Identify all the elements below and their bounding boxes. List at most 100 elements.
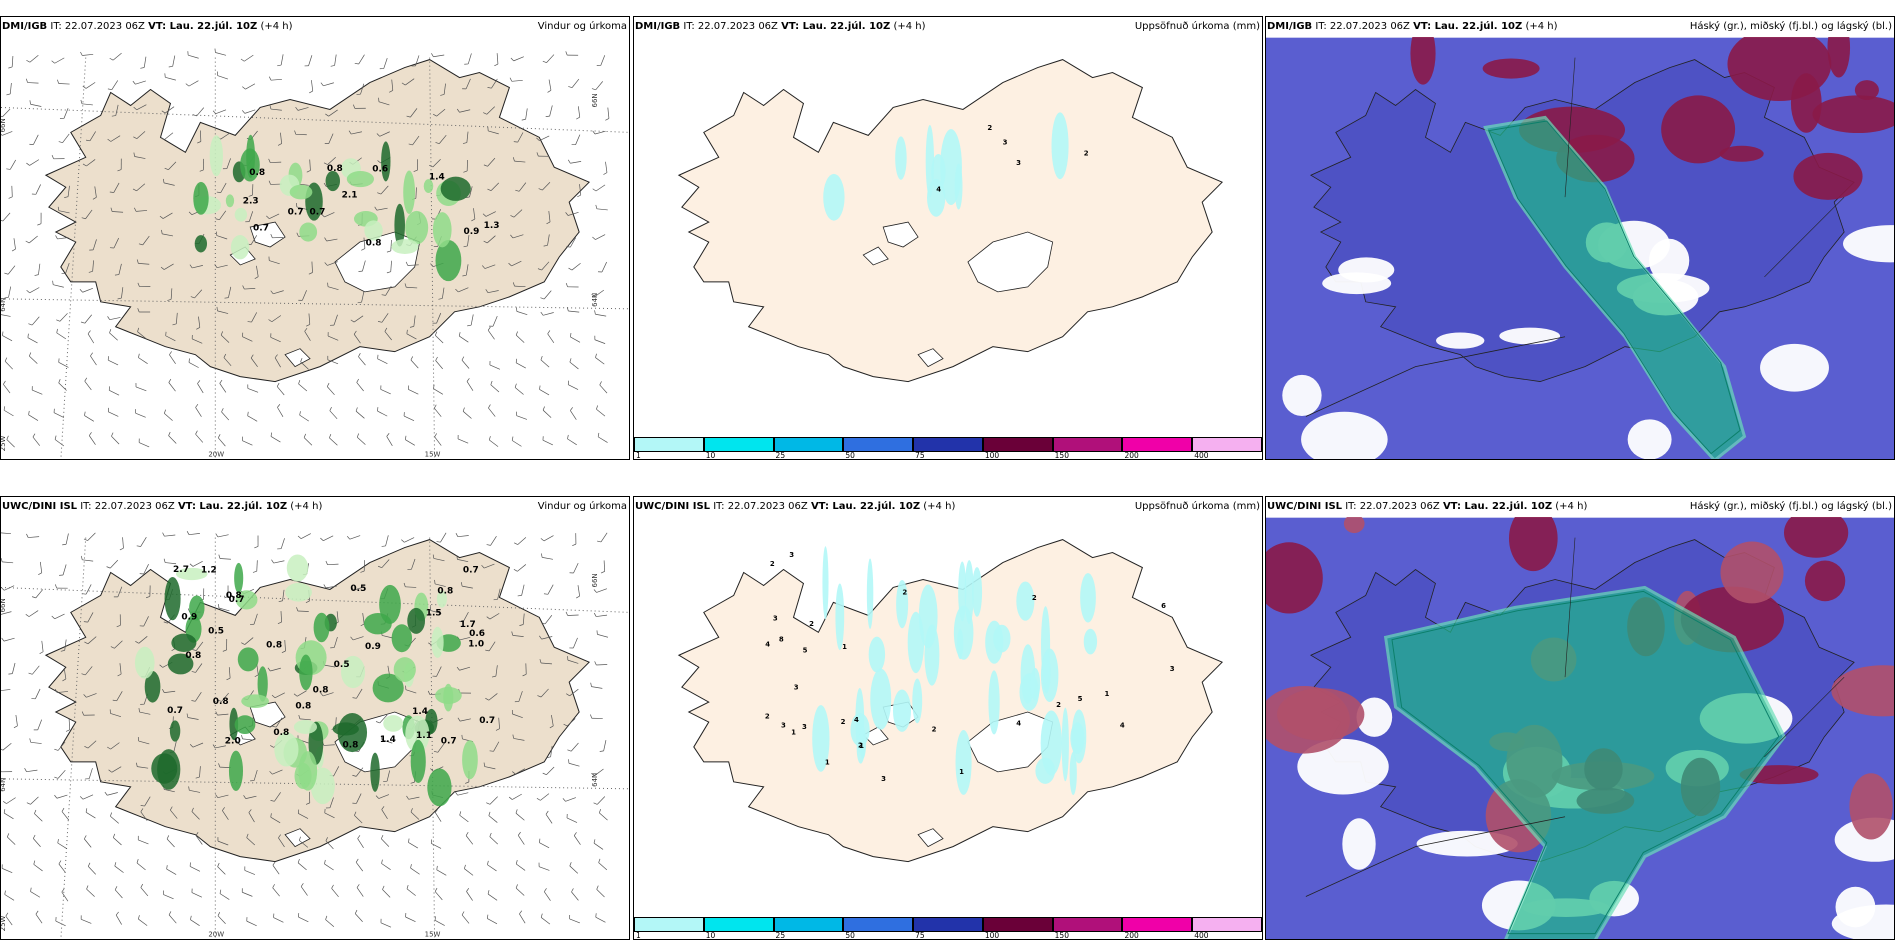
value-label: 0.8 [437,587,453,597]
value-label: 0.8 [249,168,265,178]
model-name: DMI/IGB [635,21,681,32]
axis-label-lat66: 66N [591,93,599,107]
value-label: 1.5 [426,609,442,619]
colorbar-tick-label: 10 [705,931,716,940]
colorbar-tick-label: 200 [1124,931,1139,940]
panel-title: Háský (gr.), miðský (fj.bl.) og lágský (… [1689,21,1892,32]
value-label: 0.8 [342,741,358,751]
model-name: UWC/DINI ISL [1267,501,1343,512]
lead-time: (+4 h) [260,21,293,32]
value-label: 2 [987,124,992,132]
value-label: 3 [794,684,799,692]
glacier-4 [284,348,311,368]
model-name: UWC/DINI ISL [635,501,711,512]
value-label: 4 [854,716,859,724]
colorbar-tick-label: 400 [1194,931,1209,940]
value-labels: 0.7 0.7 0.8 0.8 2.3 0.9 1.4 1.3 2.1 0.8 0.7 0.6 [243,164,500,249]
precipitation-areas [134,554,478,807]
colorbar-tick-label: 50 [845,451,855,460]
lead-time: (+4 h) [893,21,926,32]
value-label: 1.1 [416,731,432,741]
colorbar-tick-label: 1 [636,931,641,940]
axis-label-lon15: 15W [425,930,441,938]
value-label: 0.5 [350,584,366,594]
value-label: 1.3 [484,221,500,231]
value-label: 2.0 [225,736,241,746]
lead-time: (+4 h) [923,501,956,512]
value-label: 2 [1056,701,1061,709]
panel-title-right: Uppsöfnuð úrkoma (mm) [1135,17,1260,37]
colorbar-tick-label: 150 [1054,931,1069,940]
precip-swath [1383,585,1787,939]
colorbar-swatch [913,437,983,452]
map-panel-cloud: DMI/IGB IT: 22.07.2023 06Z VT: Lau. 22.j… [1265,16,1895,460]
init-time: IT: 22.07.2023 06Z [713,501,808,512]
map-canvas: 0.7 0.7 0.8 0.8 2.3 0.9 1.4 1.3 2.1 0.8 0.7 0.6 66N 6… [1,48,629,459]
value-label: 3 [1170,665,1175,673]
value-label: 1 [825,758,830,766]
value-label: 3 [881,775,886,783]
map-panel-precip: DMI/IGB IT: 22.07.2023 06Z VT: Lau. 22.j… [633,16,1263,460]
init-time: IT: 22.07.2023 06Z [1315,21,1410,32]
valid-time: VT: Lau. 22.júl. 10Z [781,21,891,32]
glacier-3 [862,246,889,266]
map-canvas [1266,517,1894,939]
value-label: 0.7 [167,706,183,716]
value-label: 3 [789,551,794,559]
panel-title-right: Vindur og úrkoma [538,17,627,37]
value-label: 4 [765,640,770,648]
colorbar-tick-label: 50 [845,931,855,940]
panel-title-left: DMI/IGB IT: 22.07.2023 06Z VT: Lau. 22.j… [1267,17,1558,37]
value-label: 0.7 [309,208,325,218]
axis-label-lat64: 64N [591,773,599,787]
value-label: 6 [1161,602,1166,610]
panel-title-bar: UWC/DINI ISL IT: 22.07.2023 06Z VT: Lau.… [1266,497,1894,517]
value-labels: 2 4 3 2 3 [936,124,1089,194]
value-label: 0.8 [366,239,382,249]
map-panel-wind: DMI/IGB IT: 22.07.2023 06Z VT: Lau. 22.j… [0,16,630,460]
panel-title-left: UWC/DINI ISL IT: 22.07.2023 06Z VT: Lau.… [2,497,322,517]
colorbar-tick-label: 75 [915,451,925,460]
value-label: 2 [1084,150,1089,158]
colorbar-swatch [703,437,774,452]
value-label: 0.8 [213,697,229,707]
colorbar-tick-label: 150 [1054,451,1069,460]
init-time: IT: 22.07.2023 06Z [80,501,175,512]
model-name: DMI/IGB [1267,21,1313,32]
axis-label-lon20: 20W [208,930,224,938]
glacier-4 [917,828,944,848]
value-label: 1.7 [460,620,476,630]
value-label: 2 [765,713,770,721]
value-label: 3 [802,723,807,731]
lat-lon-grid [1,57,629,459]
accumulated-precip [823,112,1069,221]
precip-colorbar: 1 10 25 50 75 100 150 200 400 [634,917,1262,939]
value-label: 0.8 [327,164,343,174]
value-label: 0.7 [288,208,304,218]
panel-title-right: Háský (gr.), miðský (fj.bl.) og lágský (… [1690,497,1892,517]
map-canvas: 2 4 3 2 3 [677,59,1223,383]
valid-time: VT: Lau. 22.júl. 10Z [810,501,921,512]
axis-label-lat66: 66N [1,118,7,132]
panel-title-bar: UWC/DINI ISL IT: 22.07.2023 06Z VT: Lau.… [634,497,1262,517]
init-time: IT: 22.07.2023 06Z [50,21,145,32]
colorbar-tick-label: 10 [705,451,716,460]
precip-swath [1483,115,1747,459]
colorbar-swatch [773,437,844,452]
colorbar-swatch [1052,437,1123,452]
valid-time: VT: Lau. 22.júl. 10Z [1413,21,1523,32]
value-label: 1 [791,729,796,737]
panel-title-left: UWC/DINI ISL IT: 22.07.2023 06Z VT: Lau.… [1267,497,1587,517]
glacier-2 [249,701,286,728]
valid-time: VT: Lau. 22.júl. 10Z [148,21,258,32]
panel-title: Uppsöfnuð úrkoma (mm) [1134,501,1260,512]
panel-title: Vindur og úrkoma [537,501,627,512]
accumulated-precip [812,546,1098,796]
glacier-2 [882,221,919,248]
panel-title: Háský (gr.), miðský (fj.bl.) og lágský (… [1689,501,1892,512]
iceland-landmass [677,539,1223,863]
colorbar-tick-label: 75 [915,931,925,940]
value-label: 0.9 [181,613,197,623]
